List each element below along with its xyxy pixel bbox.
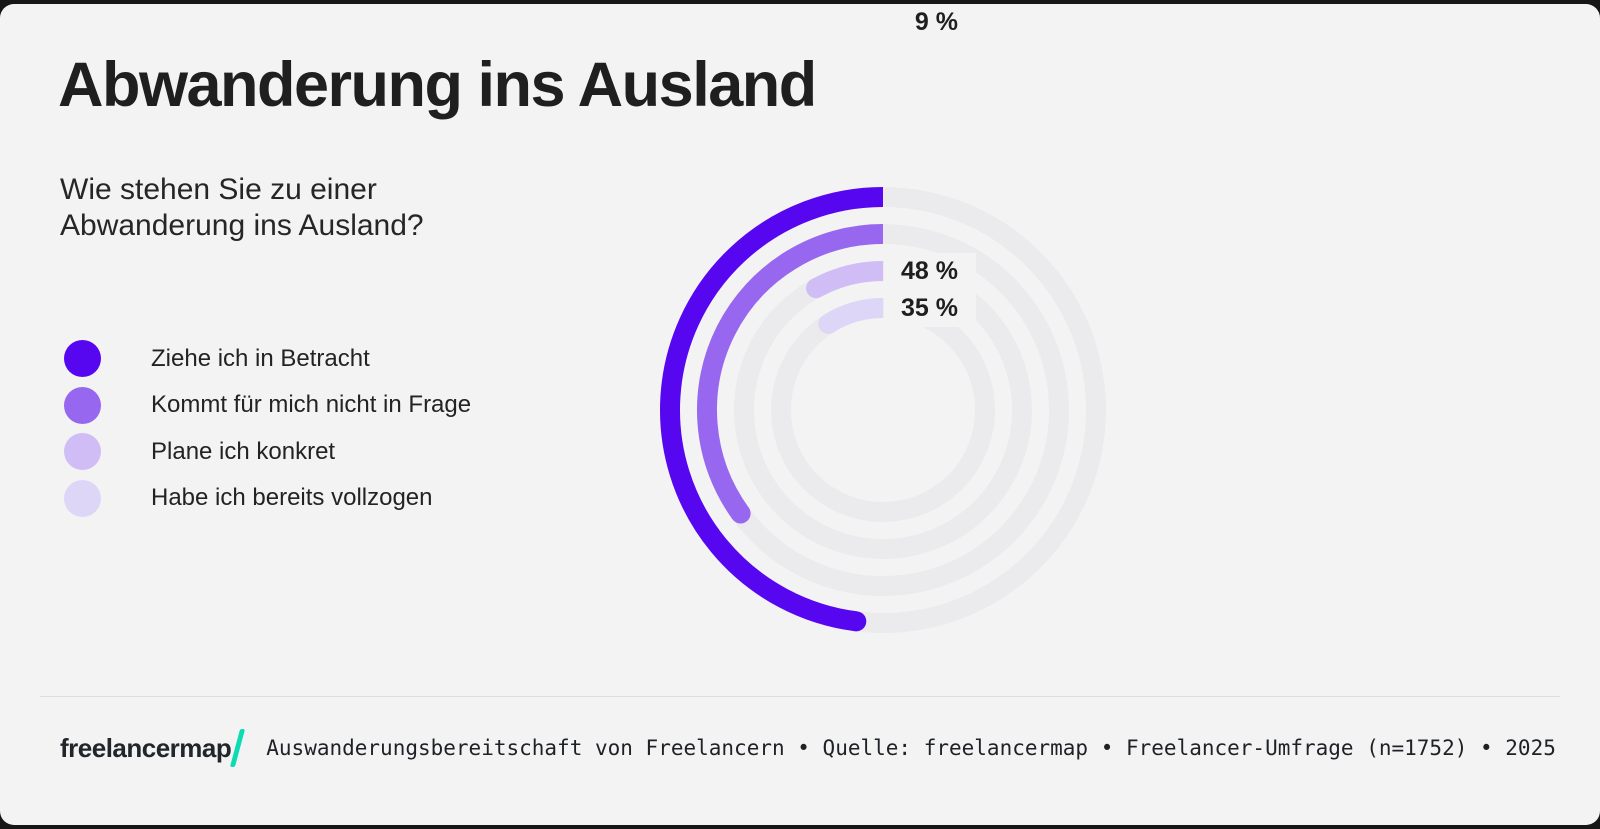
value-arc: [697, 224, 884, 520]
legend-dot-icon: [64, 433, 101, 470]
value-label: 48 %: [884, 253, 976, 290]
legend-item: Ziehe ich in Betracht: [64, 340, 471, 377]
legend-item: Kommt für mich nicht in Frage: [64, 386, 472, 424]
value-arc-endcap: [806, 278, 827, 299]
legend-dot-icon: [64, 386, 101, 424]
track-ring: [660, 187, 1106, 633]
value-label: 35 %: [884, 290, 976, 327]
legend-label: Kommt für mich nicht in Frage: [151, 391, 472, 418]
legend-dot-icon: [64, 340, 101, 377]
legend-item: Habe ich bereits vollzogen: [64, 479, 471, 517]
legend-label: Habe ich bereits vollzogen: [151, 484, 433, 511]
value-arc-endcap: [818, 313, 839, 334]
logo-slash-icon: [230, 729, 246, 767]
legend-label: Ziehe ich in Betracht: [151, 344, 370, 372]
value-arc: [822, 298, 884, 333]
logo-wordmark: freelancermap: [60, 732, 232, 763]
footer: freelancermap Auswanderungsbereitschaft …: [60, 724, 1556, 772]
survey-question-line1: Wie stehen Sie zu einer: [60, 173, 377, 206]
value-arc-endcap: [846, 611, 867, 632]
legend-dot-icon: [64, 479, 101, 517]
value-label: 9 %: [884, 4, 976, 41]
value-arc: [660, 187, 884, 632]
legend-item: Plane ich konkret: [64, 433, 471, 470]
legend-label: Plane ich konkret: [151, 437, 336, 465]
track-ring: [771, 298, 995, 522]
track-ring: [697, 224, 1069, 596]
survey-question-line2: Abwanderung ins Ausland?: [60, 209, 424, 242]
source-caption: Auswanderungsbereitschaft von Freelancer…: [266, 736, 1556, 760]
value-arc: [811, 261, 884, 298]
chart-legend: Ziehe ich in Betracht Kommt für mich nic…: [64, 340, 471, 526]
track-ring: [734, 261, 1032, 559]
freelancermap-logo: freelancermap: [60, 729, 246, 767]
page-title: Abwanderung ins Ausland: [58, 50, 817, 120]
footer-divider: [40, 696, 1560, 697]
infographic-card: Abwanderung ins Ausland Wie stehen Sie z…: [0, 4, 1600, 825]
value-arc-endcap: [730, 503, 751, 524]
survey-question: Wie stehen Sie zu einer Abwanderung ins …: [60, 172, 424, 244]
